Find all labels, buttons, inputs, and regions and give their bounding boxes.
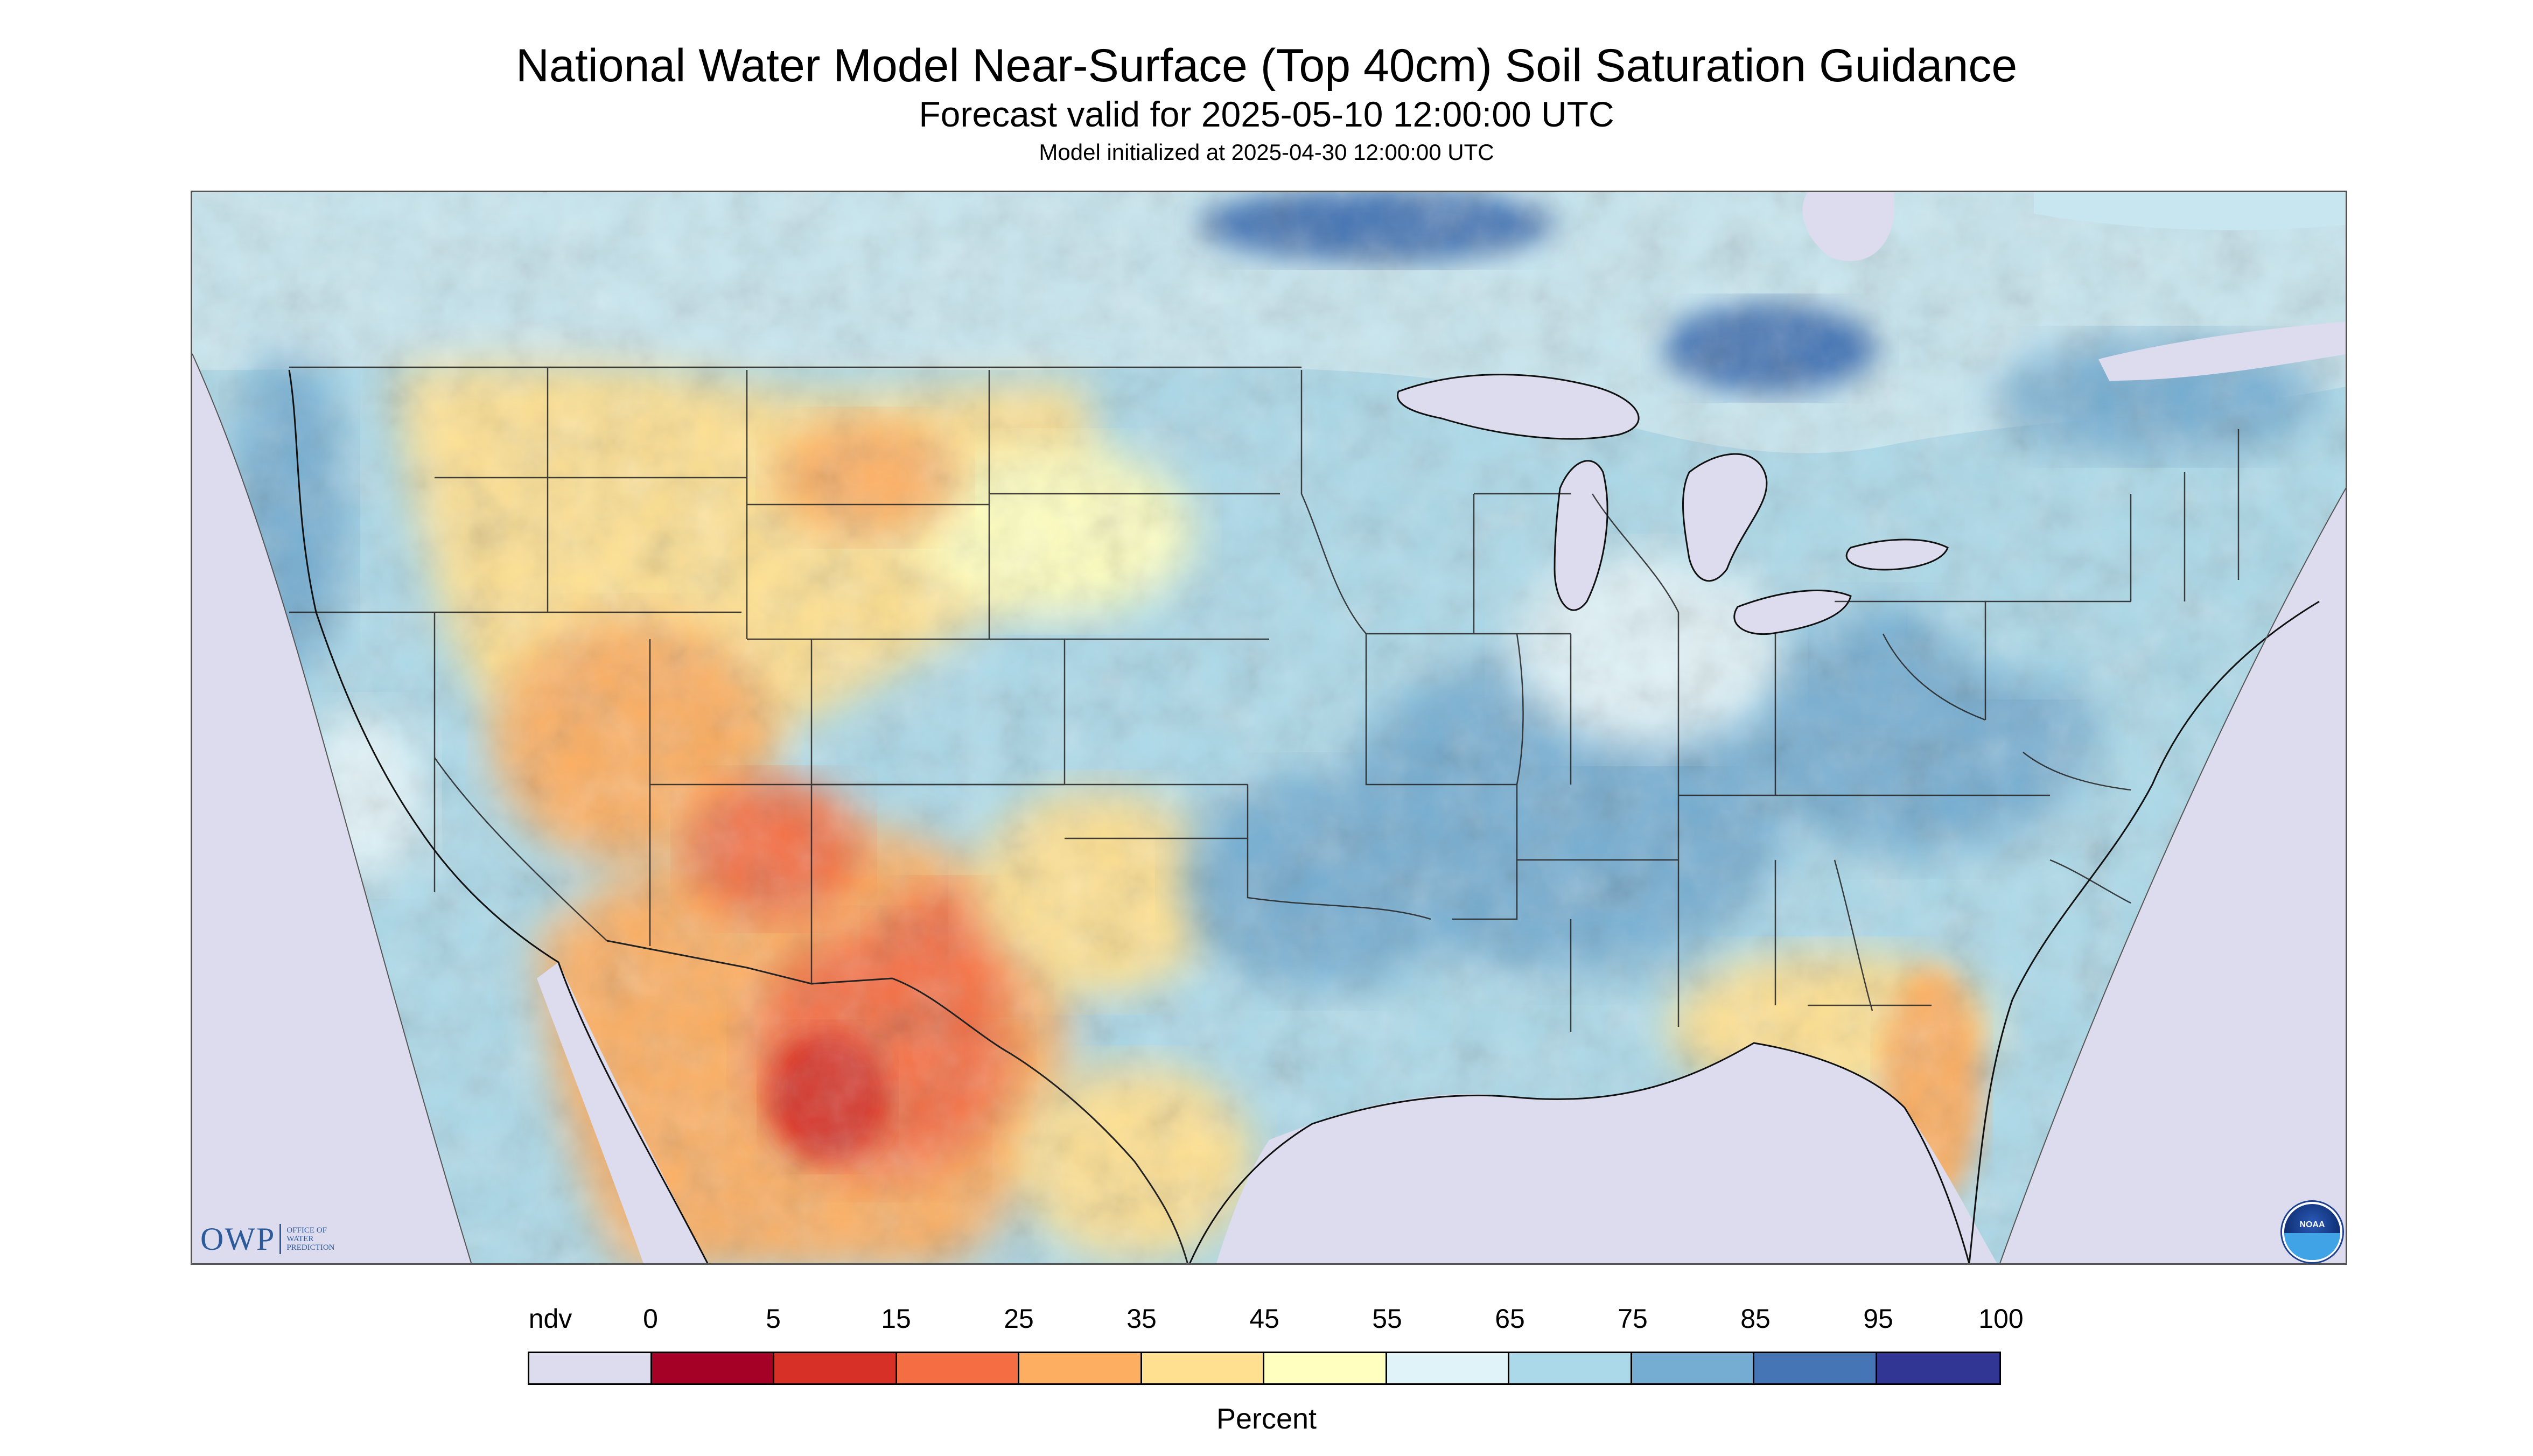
gulf-coastline [1189, 1042, 1970, 1263]
texture-overlay [192, 192, 2346, 1263]
gulf-of-california [537, 962, 708, 1263]
legend-swatch [529, 1353, 652, 1383]
owp-line-3: PREDICTION [286, 1243, 335, 1252]
east-projection-line [1999, 487, 2346, 1263]
legend-label: 5 [766, 1304, 781, 1334]
legend-swatch [1019, 1353, 1142, 1383]
quebec-north [2034, 192, 2346, 230]
lake-ontario [1846, 540, 1948, 570]
legend-label: 95 [1863, 1304, 1893, 1334]
legend-label: 85 [1740, 1304, 1771, 1334]
legend-label: 65 [1495, 1304, 1525, 1334]
soil-saturation-map [191, 191, 2347, 1265]
east-projection-edge [2000, 488, 2346, 1263]
model-init-time: Model initialized at 2025-04-30 12:00:00… [1039, 139, 1494, 165]
west-projection-line [192, 353, 472, 1263]
legend-swatch [897, 1353, 1019, 1383]
owp-logo-text: OWP [200, 1221, 276, 1257]
legend-unit-label: Percent [1216, 1403, 1317, 1435]
legend-label: 15 [881, 1304, 911, 1334]
lake-erie [1734, 590, 1851, 634]
lake-superior-shore [1396, 374, 1640, 440]
lake-michigan-shore [1554, 460, 1608, 611]
legend-label: 0 [643, 1304, 658, 1334]
legend-label: 35 [1126, 1304, 1157, 1334]
lake-erie-shore [1733, 590, 1852, 635]
st-lawrence [2098, 321, 2346, 381]
legend-swatch [1509, 1353, 1632, 1383]
owp-line-1: OFFICE OF [286, 1226, 327, 1235]
owp-logo: OWP OFFICE OF WATER PREDICTION [200, 1221, 335, 1257]
map-canvas [192, 192, 2346, 1263]
noaa-logo-text: NOAA [2299, 1220, 2325, 1229]
state-borders [289, 366, 2240, 1032]
legend-swatch [1387, 1353, 1509, 1383]
west-projection-edge [192, 354, 472, 1263]
legend-labels: ndv 0 5 15 25 35 45 55 65 75 85 95 100 [528, 1303, 2024, 1335]
owp-line-2: WATER [286, 1235, 314, 1243]
gulf-of-mexico [1216, 1043, 1997, 1263]
forecast-valid-time: Forecast valid for 2025-05-10 12:00:00 U… [919, 94, 1614, 134]
legend-swatch [1264, 1353, 1387, 1383]
atlantic-coastline [1968, 600, 2320, 1263]
hudson-bay-area [1802, 192, 1895, 261]
legend-label: 25 [1004, 1304, 1034, 1334]
legend-label-ndv: ndv [528, 1304, 572, 1334]
legend-label: 45 [1249, 1304, 1279, 1334]
owp-logo-divider [279, 1224, 282, 1254]
lake-huron-shore [1682, 453, 1768, 582]
owp-logo-subtext: OFFICE OF WATER PREDICTION [286, 1226, 334, 1252]
legend-label: 75 [1618, 1304, 1648, 1334]
pacific-coastline [288, 369, 709, 1263]
legend-swatch [1754, 1353, 1877, 1383]
legend-swatch [774, 1353, 897, 1383]
lake-michigan [1555, 460, 1608, 611]
mexico-border [606, 940, 1188, 1263]
legend-label: 55 [1372, 1304, 1402, 1334]
legend-color-bar [528, 1352, 2001, 1385]
lake-huron [1683, 454, 1767, 581]
legend-swatch [1632, 1353, 1754, 1383]
map-title: National Water Model Near-Surface (Top 4… [515, 40, 2018, 92]
legend-swatch [652, 1353, 774, 1383]
lake-ontario-shore [1845, 538, 1949, 571]
legend-swatch [1877, 1353, 1999, 1383]
noaa-logo: NOAA [2282, 1202, 2342, 1262]
coastlines [192, 353, 2346, 1263]
legend-label: 100 [1978, 1304, 2024, 1334]
legend-swatch [1142, 1353, 1264, 1383]
